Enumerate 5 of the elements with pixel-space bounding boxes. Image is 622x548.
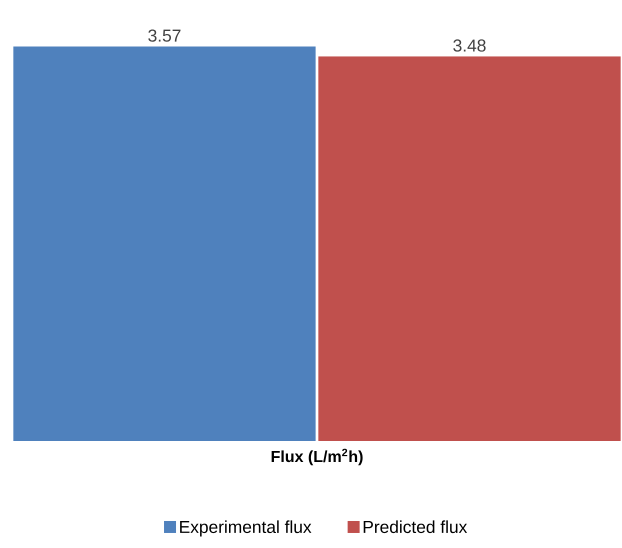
legend-label: Experimental flux xyxy=(180,520,312,537)
x-axis-title: Flux (L/m$^{2}$h) xyxy=(272,448,363,466)
data-label: 3.57 xyxy=(148,29,180,42)
legend-label: Predicted flux xyxy=(364,520,468,534)
data-label: 3.48 xyxy=(453,39,486,52)
